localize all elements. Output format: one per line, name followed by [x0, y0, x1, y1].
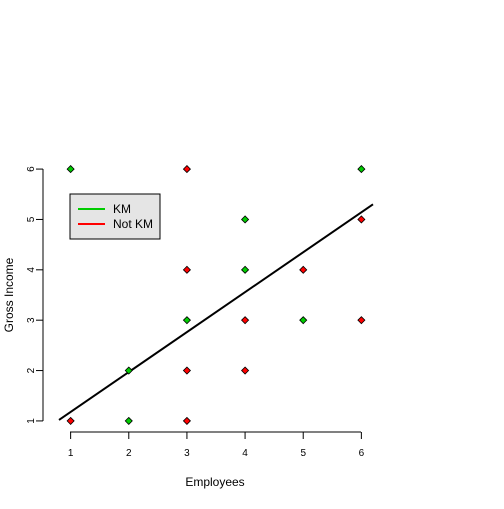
x-axis-title: Employees [185, 475, 244, 489]
legend-label: Not KM [113, 217, 153, 231]
y-tick-label: 2 [26, 367, 37, 373]
y-tick-label: 1 [26, 418, 37, 424]
y-tick-label: 6 [26, 166, 37, 172]
x-tick-label: 5 [300, 448, 306, 459]
y-tick-label: 4 [26, 267, 37, 273]
y-tick-label: 3 [26, 317, 37, 323]
x-tick-label: 6 [359, 448, 365, 459]
legend-label: KM [113, 202, 131, 216]
y-tick-label: 5 [26, 216, 37, 222]
x-tick-label: 4 [242, 448, 248, 459]
x-tick-label: 2 [126, 448, 132, 459]
x-tick-label: 1 [68, 448, 74, 459]
y-axis-title: Gross Income [2, 257, 16, 332]
x-tick-label: 3 [184, 448, 190, 459]
